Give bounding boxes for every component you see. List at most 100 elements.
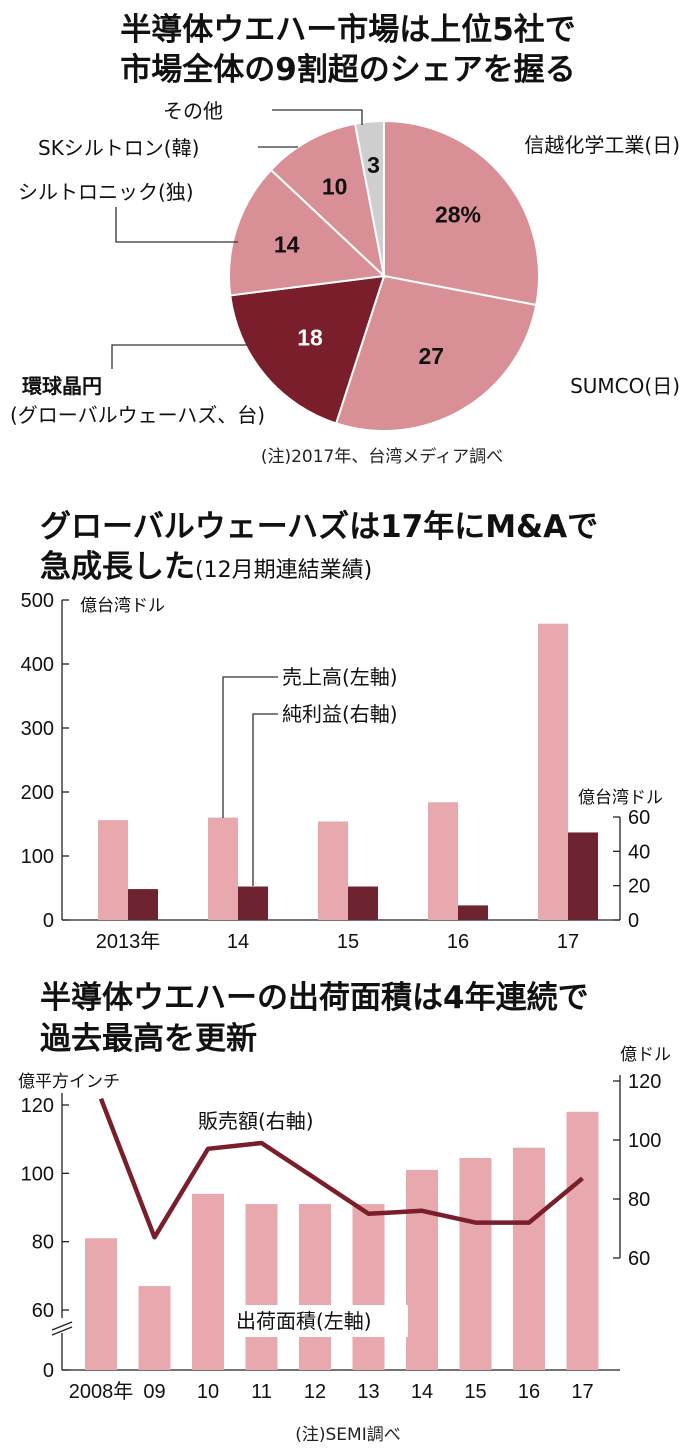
bar-sales [428, 802, 458, 920]
pie-slice [334, 274, 538, 432]
bar-shipment-area [138, 1286, 171, 1370]
x-tick-label: 11 [251, 1381, 272, 1403]
x-tick-label: 09 [143, 1381, 165, 1403]
pie-title-line1: 半導体ウエハー市場は上位5社で [120, 12, 576, 48]
pie-chart: 28% 27 18 14 10 3 信越化学工業(日) SUMCO(日) 環球晶円 (グローバルウ… [10, 99, 680, 432]
pie-label: (グローバルウェーハズ、台) [10, 403, 265, 427]
right-tick-label: 0 [628, 910, 639, 932]
left-tick-label: 200 [21, 782, 54, 804]
pie-value-label: 18 [297, 324, 323, 350]
x-tick-label: 13 [357, 1381, 379, 1403]
bar-net-profit [458, 905, 488, 920]
bar-title-line2: 急成長した(12月期連結業績) [40, 549, 372, 585]
combo-chart: 0 60 80 100 120 60 80 100 120 2008年 09 10 11 12 13 14 15… [21, 1071, 662, 1403]
pie-slice [383, 119, 540, 307]
bar-sales [318, 821, 348, 920]
right-tick-label: 100 [628, 1130, 661, 1152]
bar-sales [538, 623, 568, 920]
bar-title-line1: グローバルウェーハズは17年にM&Aで [40, 509, 598, 545]
axis-break-mark [51, 1326, 73, 1336]
pie-label: SKシルトロン(韓) [38, 136, 199, 160]
right-tick-label: 120 [628, 1071, 661, 1093]
bar-title-bold: 急成長した [40, 549, 195, 585]
combo-left-unit: 億平方インチ [18, 1072, 120, 1092]
left-tick-label: 0 [43, 1360, 54, 1382]
combo-right-unit: 億ドル [620, 1045, 671, 1065]
bar-shipment-area [513, 1147, 545, 1370]
series-label: 売上高(左軸) [282, 665, 398, 689]
pie-label: その他 [163, 99, 223, 123]
leader-line [222, 676, 278, 818]
pie-title-line2: 市場全体の9割超のシェアを握る [120, 52, 576, 88]
bar-shipment-area [245, 1204, 278, 1370]
bar-net-profit [238, 886, 268, 920]
bar-net-profit [568, 832, 598, 920]
pie-slice [227, 168, 387, 297]
right-tick-label: 80 [628, 1189, 650, 1211]
pie-slice [229, 274, 386, 425]
bar-left-unit: 億台湾ドル [80, 596, 165, 616]
pie-label: 環球晶円 [22, 374, 102, 398]
bar-chart: 0 100 200 300 400 500 0 20 40 60 2013年 14 15 16 17 売上高(… [21, 590, 651, 953]
series-label: 出荷面積(左軸) [236, 1309, 372, 1333]
bar-shipment-area [299, 1204, 331, 1370]
bar-right-unit: 億台湾ドル [578, 788, 663, 808]
pie-label: SUMCO(日) [570, 374, 680, 398]
combo-title-line1: 半導体ウエハーの出荷面積は4年連続で [40, 980, 589, 1016]
x-tick-label: 17 [557, 931, 579, 953]
pie-value-label: 10 [322, 173, 348, 199]
leader-line [272, 109, 363, 125]
pie-slice [269, 122, 386, 279]
right-tick-label: 40 [628, 841, 650, 863]
x-tick-label: 2008年 [69, 1380, 134, 1403]
series-label: 純利益(右軸) [282, 702, 398, 726]
leader-line [111, 344, 248, 369]
left-tick-label: 100 [21, 1163, 54, 1185]
x-tick-label: 16 [447, 931, 469, 953]
series-label: 販売額(右軸) [198, 1109, 314, 1133]
bar-net-profit [128, 889, 158, 920]
leader-line [252, 713, 278, 886]
x-tick-label: 15 [464, 1381, 486, 1403]
right-tick-label: 20 [628, 876, 650, 898]
left-tick-label: 100 [21, 846, 54, 868]
pie-slice [353, 119, 385, 277]
pie-label: シルトロニック(独) [18, 180, 194, 204]
x-tick-label: 14 [227, 931, 249, 953]
x-tick-label: 10 [197, 1381, 219, 1403]
bar-shipment-area [192, 1193, 224, 1370]
left-tick-label: 60 [32, 1300, 54, 1322]
bar-shipment-area [406, 1169, 438, 1370]
pie-label: 信越化学工業(日) [524, 133, 680, 157]
left-tick-label: 300 [21, 718, 54, 740]
combo-source-note: (注)SEMI調べ [295, 1425, 400, 1445]
x-tick-label: 16 [518, 1381, 540, 1403]
bar-sales [98, 820, 128, 920]
x-tick-label: 2013年 [96, 930, 161, 953]
left-tick-label: 120 [21, 1095, 54, 1117]
pie-value-label: 3 [367, 152, 380, 178]
sales-line [98, 1097, 584, 1240]
bar-shipment-area [85, 1238, 117, 1370]
right-tick-label: 60 [628, 1248, 650, 1270]
leader-line [115, 207, 238, 243]
axis-break-mark [51, 1321, 73, 1331]
right-tick-label: 60 [628, 807, 650, 829]
combo-title-line2: 過去最高を更新 [40, 1021, 257, 1057]
bar-net-profit [348, 886, 378, 920]
bar-title-sub: (12月期連結業績) [195, 558, 372, 583]
bar-sales [208, 817, 238, 920]
pie-value-label: 14 [274, 231, 300, 257]
left-tick-label: 0 [43, 910, 54, 932]
left-tick-label: 400 [21, 654, 54, 676]
bar-shipment-area [352, 1204, 385, 1370]
bar-shipment-area [566, 1111, 599, 1370]
x-tick-label: 17 [571, 1381, 593, 1403]
left-tick-label: 500 [21, 590, 54, 612]
pie-value-label: 27 [419, 343, 445, 369]
x-tick-label: 15 [337, 931, 359, 953]
pie-value-label: 28% [435, 202, 481, 228]
pie-source-note: (注)2017年、台湾メディア調べ [261, 446, 503, 467]
bar-shipment-area [459, 1157, 492, 1370]
